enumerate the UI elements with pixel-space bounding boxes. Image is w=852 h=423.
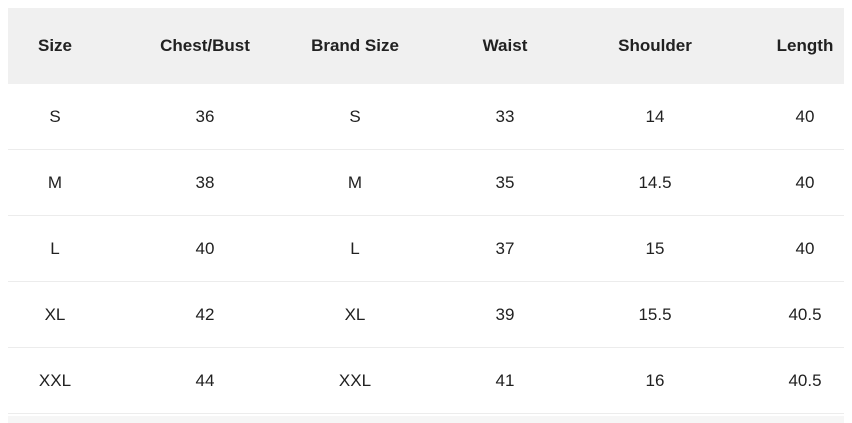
table-cell-size: XL xyxy=(8,281,130,348)
column-header-length: Length xyxy=(730,8,844,84)
size-chart-scroll-area[interactable]: Size Chest/Bust Brand Size Waist Shoulder Len… xyxy=(8,8,844,416)
table-cell-chest-bust: 36 xyxy=(130,84,280,150)
table-cell-brand-size: XL xyxy=(280,281,430,348)
table-row: XL 42 XL 39 15.5 40.5 xyxy=(8,281,844,348)
table-cell-brand-size: L xyxy=(280,215,430,282)
table-row: M 38 M 35 14.5 40 xyxy=(8,149,844,216)
table-cell-shoulder: 14 xyxy=(580,84,730,150)
table-cell-size: L xyxy=(8,215,130,282)
table-row: L 40 L 37 15 40 xyxy=(8,215,844,282)
table-cell-size: XXL xyxy=(8,347,130,414)
table-cell-brand-size: S xyxy=(280,84,430,150)
table-cell-length: 40.5 xyxy=(730,281,844,348)
table-cell-brand-size: XXL xyxy=(280,347,430,414)
table-cell-chest-bust: 40 xyxy=(130,215,280,282)
table-cell-chest-bust: 42 xyxy=(130,281,280,348)
size-chart-body: S 36 S 33 14 40 M 38 M 35 14.5 40 L 40 L 37 15 40 XL 42 XL 39… xyxy=(8,84,844,414)
table-cell-size: S xyxy=(8,84,130,150)
next-section-peek xyxy=(8,416,844,423)
column-header-shoulder: Shoulder xyxy=(580,8,730,84)
column-header-waist: Waist xyxy=(430,8,580,84)
table-cell-shoulder: 14.5 xyxy=(580,149,730,216)
table-cell-size: M xyxy=(8,149,130,216)
table-cell-length: 40 xyxy=(730,149,844,216)
table-cell-length: 40.5 xyxy=(730,347,844,414)
table-cell-chest-bust: 38 xyxy=(130,149,280,216)
table-cell-waist: 41 xyxy=(430,347,580,414)
table-row: XXL 44 XXL 41 16 40.5 xyxy=(8,347,844,414)
table-cell-length: 40 xyxy=(730,215,844,282)
table-cell-waist: 37 xyxy=(430,215,580,282)
column-header-brand-size: Brand Size xyxy=(280,8,430,84)
table-cell-shoulder: 16 xyxy=(580,347,730,414)
table-cell-shoulder: 15.5 xyxy=(580,281,730,348)
table-cell-chest-bust: 44 xyxy=(130,347,280,414)
size-chart-table: Size Chest/Bust Brand Size Waist Shoulder Len… xyxy=(8,8,844,414)
column-header-chest-bust: Chest/Bust xyxy=(130,8,280,84)
table-cell-length: 40 xyxy=(730,84,844,150)
table-cell-shoulder: 15 xyxy=(580,215,730,282)
table-cell-waist: 39 xyxy=(430,281,580,348)
header-row: Size Chest/Bust Brand Size Waist Shoulder Len… xyxy=(8,8,844,84)
column-header-size: Size xyxy=(8,8,130,84)
table-cell-waist: 35 xyxy=(430,149,580,216)
table-cell-brand-size: M xyxy=(280,149,430,216)
table-cell-waist: 33 xyxy=(430,84,580,150)
table-row: S 36 S 33 14 40 xyxy=(8,84,844,150)
